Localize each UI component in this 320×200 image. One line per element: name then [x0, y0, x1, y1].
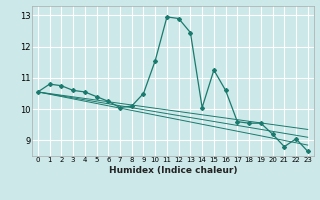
- X-axis label: Humidex (Indice chaleur): Humidex (Indice chaleur): [108, 166, 237, 175]
